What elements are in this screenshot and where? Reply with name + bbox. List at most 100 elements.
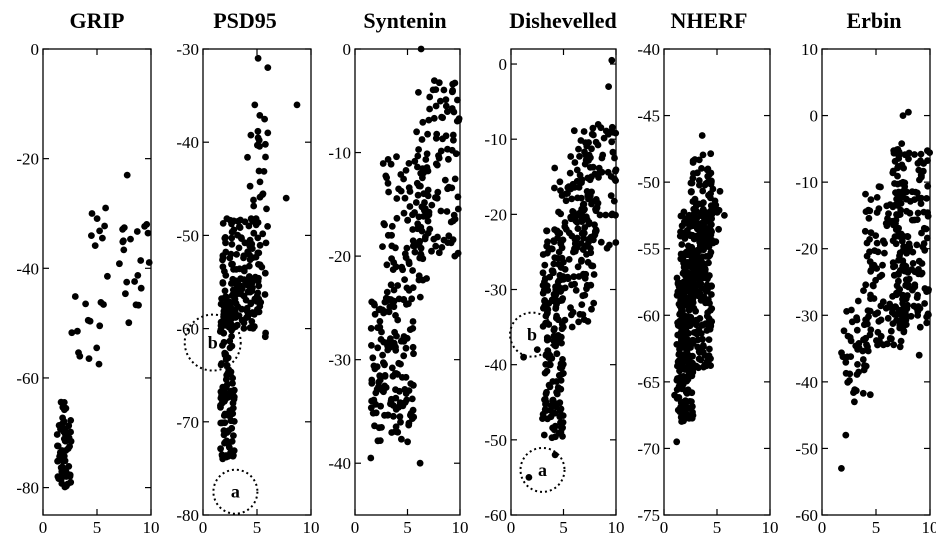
data-point [879, 298, 887, 306]
y-tick-label: -50 [484, 431, 507, 450]
data-point [240, 325, 248, 332]
data-point [220, 303, 228, 311]
data-point [902, 321, 910, 328]
data-point [137, 284, 145, 292]
data-point [455, 117, 462, 124]
data-point [551, 451, 559, 459]
x-tick-label: 10 [303, 518, 320, 537]
data-point [525, 474, 533, 481]
data-point [702, 299, 709, 307]
data-point [246, 236, 254, 244]
data-point [585, 151, 593, 159]
data-point [229, 380, 236, 387]
data-point [402, 254, 410, 261]
data-point [689, 159, 697, 166]
data-point [683, 364, 690, 372]
data-point [581, 291, 589, 299]
data-point [705, 336, 713, 343]
data-point [218, 360, 226, 367]
data-point [895, 224, 902, 232]
y-tick-label: -70 [637, 439, 660, 458]
data-point [371, 310, 379, 318]
data-point [386, 344, 394, 351]
data-point [676, 342, 684, 350]
panel-syntenin: Syntenin 0 5 10 0 -10 -20 -30 -40 [328, 8, 468, 537]
data-point [873, 265, 881, 272]
data-point [388, 231, 395, 239]
data-point [418, 203, 426, 211]
data-point [589, 124, 597, 132]
data-point [581, 160, 589, 168]
data-point [682, 279, 689, 287]
data-point [703, 228, 711, 235]
data-point [902, 276, 910, 284]
data-point [433, 130, 441, 138]
data-point [702, 236, 710, 244]
data-point [389, 266, 397, 273]
data-point [552, 403, 560, 411]
data-point [246, 256, 254, 264]
data-point [400, 175, 407, 183]
data-point [247, 280, 255, 287]
data-point [254, 127, 262, 135]
data-point [608, 138, 616, 146]
data-point [380, 220, 388, 227]
data-point [220, 412, 228, 419]
data-point [551, 226, 558, 234]
data-point [228, 305, 236, 313]
data-point [394, 428, 402, 436]
data-point [261, 269, 269, 277]
data-point [428, 247, 435, 255]
data-point [381, 411, 388, 419]
data-point [247, 299, 255, 307]
data-point [562, 225, 570, 233]
data-point [899, 178, 907, 186]
y-tick-label: 0 [343, 40, 352, 59]
y-tick-label: -20 [484, 205, 507, 224]
data-point [558, 339, 565, 347]
data-point [688, 243, 696, 251]
data-point [396, 413, 404, 421]
data-point [230, 432, 237, 439]
data-point [611, 154, 618, 162]
data-point [387, 160, 395, 168]
data-point [698, 132, 706, 139]
data-point [579, 311, 587, 319]
data-point [860, 336, 867, 344]
data-point [565, 256, 573, 263]
data-point [246, 182, 254, 190]
data-point [438, 244, 446, 251]
data-point [889, 320, 897, 327]
data-point [851, 398, 858, 406]
data-point [567, 153, 575, 160]
data-point [873, 194, 881, 201]
data-point [683, 316, 691, 324]
data-point [228, 333, 236, 340]
data-point [259, 230, 267, 238]
annotation-label: b [527, 325, 537, 345]
data-point [61, 457, 69, 465]
data-point [412, 199, 420, 206]
data-point [233, 251, 241, 258]
data-point [553, 390, 561, 398]
data-point [429, 86, 437, 94]
data-point [424, 217, 432, 225]
annotation-label: b [208, 333, 218, 353]
data-point [428, 201, 436, 209]
data-point [246, 324, 254, 332]
data-point [233, 321, 241, 329]
panel-nherf: NHERF 0 5 10 -40 -45 -50 -55 -60 -65 -70 -75 [637, 8, 778, 537]
x-tick-label: 5 [559, 518, 568, 537]
data-point [415, 276, 423, 284]
data-point [674, 375, 681, 382]
data-point [245, 288, 253, 296]
data-point [393, 332, 400, 340]
annotation-circle [183, 313, 242, 372]
data-point [680, 373, 687, 380]
data-point [238, 316, 246, 324]
data-point [262, 140, 269, 148]
data-point [575, 145, 582, 153]
data-point [88, 232, 95, 240]
data-point [896, 211, 904, 218]
data-point [243, 304, 251, 312]
